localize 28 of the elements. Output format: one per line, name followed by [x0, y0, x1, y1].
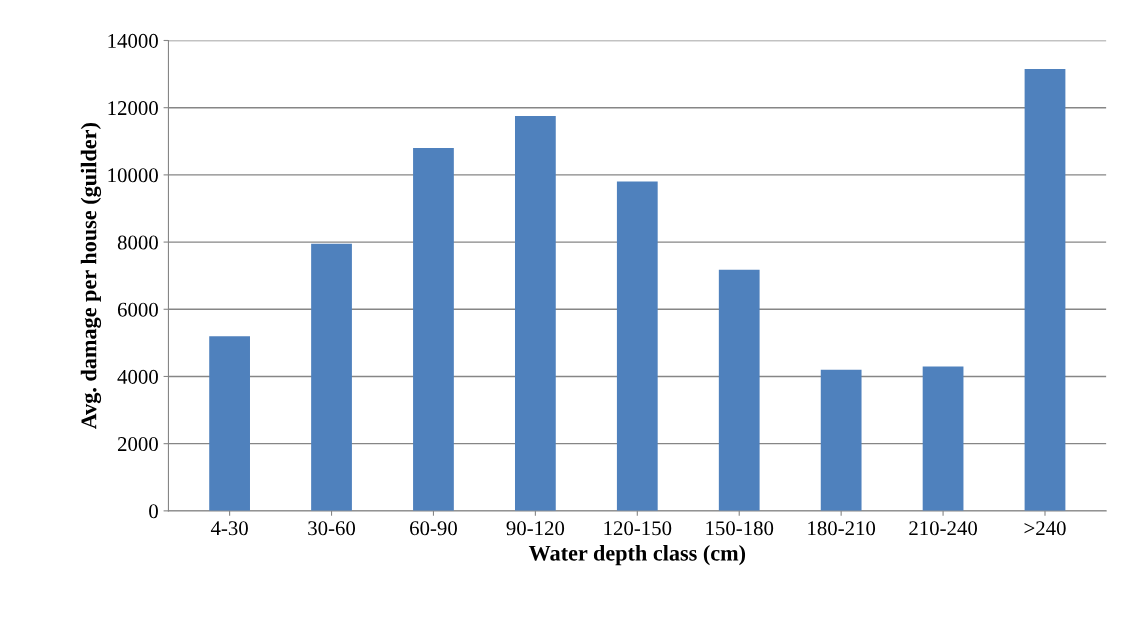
bar [1024, 69, 1066, 511]
bar [311, 243, 352, 511]
y-tick-label: 0 [149, 504, 158, 519]
x-axis-title: Water depth class (cm) [528, 545, 746, 566]
bar [718, 269, 760, 511]
y-tick-label: 10000 [108, 168, 158, 183]
y-tick-label: 12000 [108, 101, 158, 116]
bar [922, 366, 964, 511]
bar [413, 148, 454, 511]
x-tick-label: >240 [1024, 521, 1066, 536]
x-tick-label: 4-30 [210, 521, 248, 536]
y-tick-label: 2000 [117, 437, 158, 452]
y-tick-label: 4000 [117, 369, 158, 384]
x-tick-label: 60-90 [410, 521, 457, 536]
bar [514, 116, 556, 511]
x-tick-label: 180-210 [808, 521, 876, 536]
x-tick-label: 210-240 [909, 521, 977, 536]
x-tick-label: 120-150 [604, 521, 672, 536]
x-tick-label: 90-120 [506, 521, 565, 536]
x-tick-label: 150-180 [706, 521, 774, 536]
bar [820, 369, 862, 511]
y-tick-label: 8000 [117, 235, 158, 250]
bar [209, 336, 250, 511]
bar [616, 181, 658, 511]
y-axis-title: Avg. damage per house (guilder) [80, 123, 102, 430]
y-tick-label: 6000 [117, 302, 158, 317]
y-tick-label: 14000 [108, 33, 158, 48]
x-tick-label: 30-60 [308, 521, 356, 536]
